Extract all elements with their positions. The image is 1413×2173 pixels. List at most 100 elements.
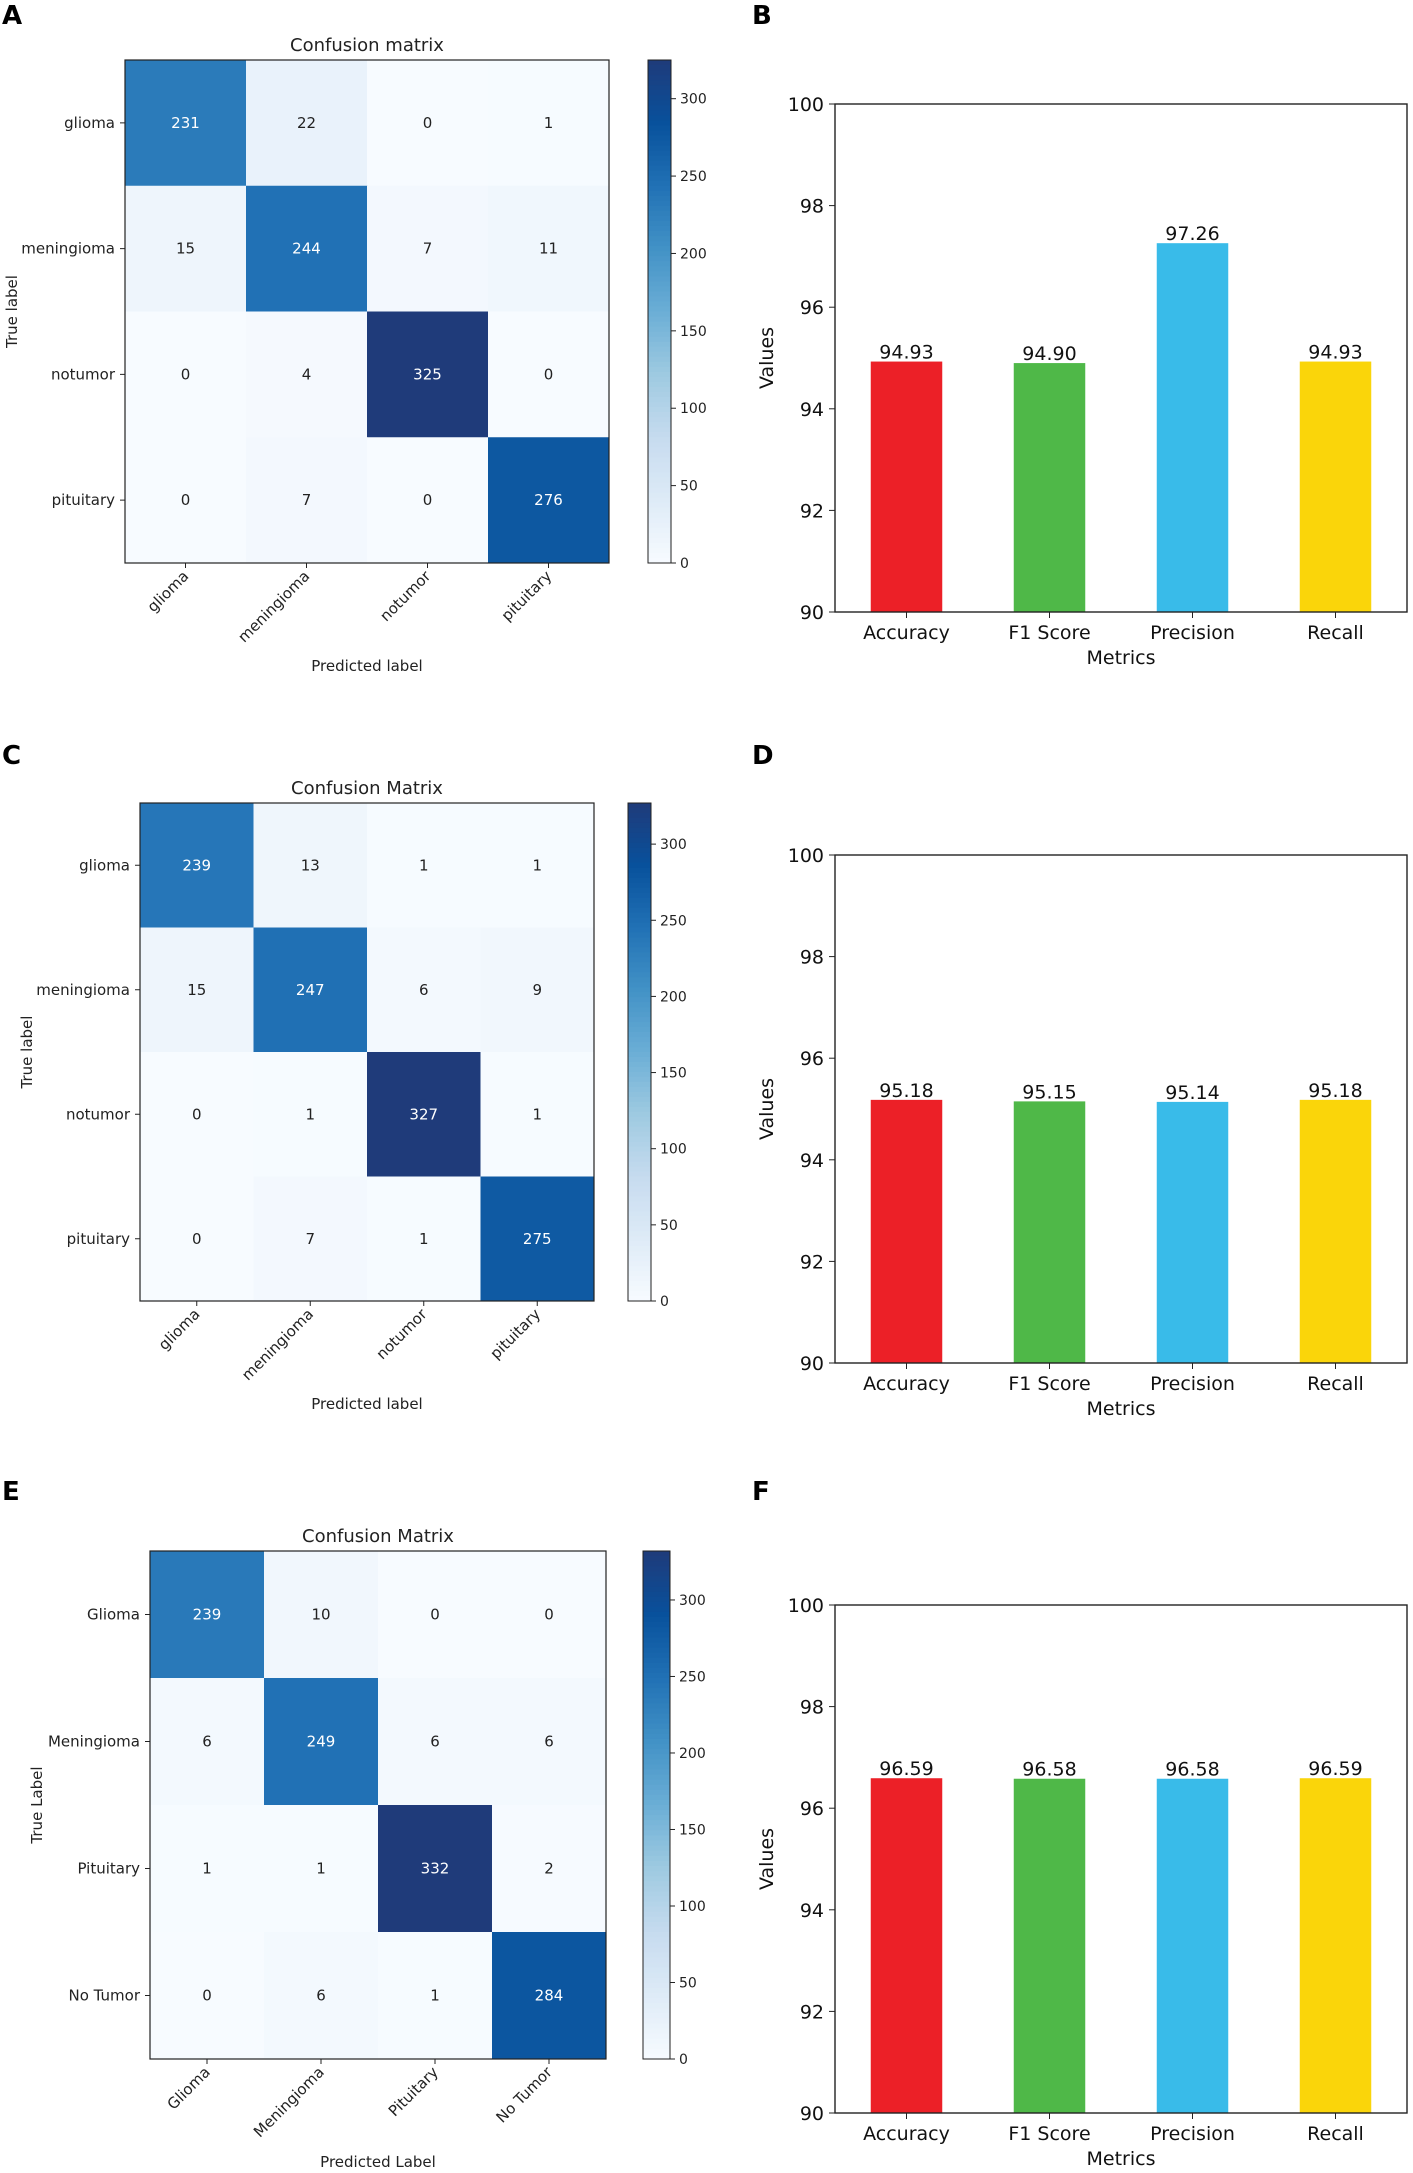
colorbar-segment — [648, 241, 671, 247]
colorbar-segment — [628, 1076, 651, 1083]
colorbar-segment — [648, 210, 671, 217]
colorbar-segment — [628, 1296, 651, 1302]
colorbar-segment — [643, 1601, 670, 1608]
cell-value-label: 1 — [419, 1230, 429, 1248]
colorbar-tick-label: 200 — [680, 246, 707, 262]
cell-value-label: 9 — [532, 981, 542, 999]
heatmap-cell — [488, 60, 610, 187]
colorbar-segment — [628, 1101, 651, 1108]
colorbar-tick-label: 50 — [660, 1218, 678, 1234]
plot-frame — [834, 1604, 1408, 2114]
colorbar-segment — [648, 110, 671, 116]
colorbar-segment — [628, 1151, 651, 1158]
colorbar-segment — [628, 1037, 651, 1043]
cell-value-label: 327 — [409, 1105, 438, 1123]
colorbar-segment — [648, 220, 671, 227]
y-tick-label: 90 — [800, 2103, 824, 2125]
colorbar-segment — [648, 386, 671, 393]
colorbar-segment — [643, 1637, 670, 1644]
cell-value-label: 1 — [316, 1860, 326, 1878]
heatmap-cell — [378, 1678, 493, 1806]
y-tick-label: 96 — [800, 1048, 824, 1070]
heatmap-cell — [140, 1176, 254, 1302]
x-tick-label: F1 Score — [1008, 2123, 1090, 2145]
panel-letter-e: E — [2, 1477, 20, 1507]
cell-value-label: 1 — [305, 1105, 315, 1123]
heatmap-cell — [367, 1052, 481, 1177]
colorbar-tick-label: 100 — [680, 401, 707, 417]
colorbar-segment — [648, 271, 671, 277]
colorbar-segment — [643, 1652, 670, 1659]
colorbar-segment — [643, 1952, 670, 1958]
colorbar-segment — [648, 215, 671, 222]
colorbar-segment — [628, 1121, 651, 1128]
colorbar-segment — [628, 1236, 651, 1242]
y-tick-label: 98 — [800, 947, 824, 969]
colorbar-segment — [648, 115, 671, 121]
colorbar-segment — [648, 532, 671, 539]
colorbar-segment — [648, 457, 671, 463]
colorbar-segment — [643, 1571, 670, 1577]
colorbar-segment — [648, 296, 671, 303]
colorbar-segment — [648, 547, 671, 554]
colorbar-segment — [643, 1926, 670, 1933]
x-axis-label: Metrics — [1087, 2148, 1156, 2170]
colorbar-tick-label: 250 — [680, 169, 707, 185]
cell-value-label: 6 — [544, 1733, 554, 1751]
x-tick-label: Accuracy — [863, 622, 950, 644]
colorbar-segment — [643, 1947, 670, 1953]
colorbar-segment — [648, 95, 671, 101]
colorbar-segment — [643, 1957, 670, 1964]
colorbar-tick-label: 200 — [660, 989, 687, 1005]
colorbar-segment — [643, 1581, 670, 1588]
cell-value-label: 247 — [296, 981, 325, 999]
cell-value-label: 7 — [305, 1230, 315, 1248]
colorbar-segment — [628, 1196, 651, 1202]
colorbar-segment — [648, 130, 671, 137]
y-tick-label: 100 — [788, 1595, 824, 1617]
bar-precision — [1156, 243, 1229, 612]
y-tick-label: 92 — [800, 1251, 824, 1273]
confusion-matrix-a: Confusion matrix 231 22 0 1 15 244 7 11 0 4 325 0 0 7 0… — [3, 35, 707, 675]
colorbar-segment — [628, 942, 651, 949]
heatmap-cell — [367, 927, 481, 1053]
heatmap-cell — [492, 1932, 607, 2060]
heatmap-cell — [367, 803, 481, 928]
bar-accuracy — [870, 1099, 943, 1363]
y-tick-label: 96 — [800, 1798, 824, 1820]
colorbar-tick-label: 100 — [660, 1142, 687, 1158]
colorbar-segment — [628, 817, 651, 824]
cell-value-label: 0 — [544, 1606, 554, 1624]
colorbar-segment — [648, 225, 671, 232]
colorbar-segment — [643, 1815, 670, 1821]
heatmap-cell — [367, 185, 489, 312]
colorbar-segment — [648, 150, 671, 157]
y-tick-label: glioma — [79, 856, 130, 874]
y-tick-label: No Tumor — [68, 1987, 140, 2005]
colorbar-segment — [628, 1291, 651, 1297]
colorbar-segment — [648, 90, 671, 96]
colorbar-segment — [643, 1703, 670, 1710]
cell-value-label: 4 — [302, 365, 312, 383]
colorbar-segment — [648, 145, 671, 152]
colorbar-tick-label: 0 — [679, 2052, 688, 2068]
colorbar-segment — [628, 1017, 651, 1023]
bar-precision — [1156, 1778, 1229, 2113]
colorbar-segment — [648, 200, 671, 207]
colorbar-tick-label: 300 — [679, 1593, 706, 1609]
colorbar-segment — [643, 1805, 670, 1811]
heatmap-cell — [246, 60, 368, 187]
colorbar-segment — [648, 321, 671, 328]
colorbar-segment — [648, 291, 671, 298]
colorbar-segment — [628, 1136, 651, 1143]
colorbar-segment — [648, 246, 671, 252]
colorbar-segment — [643, 2023, 670, 2030]
colorbar-segment — [648, 371, 671, 378]
colorbar-segment — [628, 1007, 651, 1013]
colorbar-segment — [628, 1081, 651, 1088]
bar-value-label: 97.26 — [1165, 223, 1219, 245]
colorbar-segment — [648, 447, 671, 453]
colorbar-tick-label: 300 — [660, 837, 687, 853]
colorbar-frame — [642, 1550, 671, 2060]
colorbar-segment — [648, 231, 671, 237]
